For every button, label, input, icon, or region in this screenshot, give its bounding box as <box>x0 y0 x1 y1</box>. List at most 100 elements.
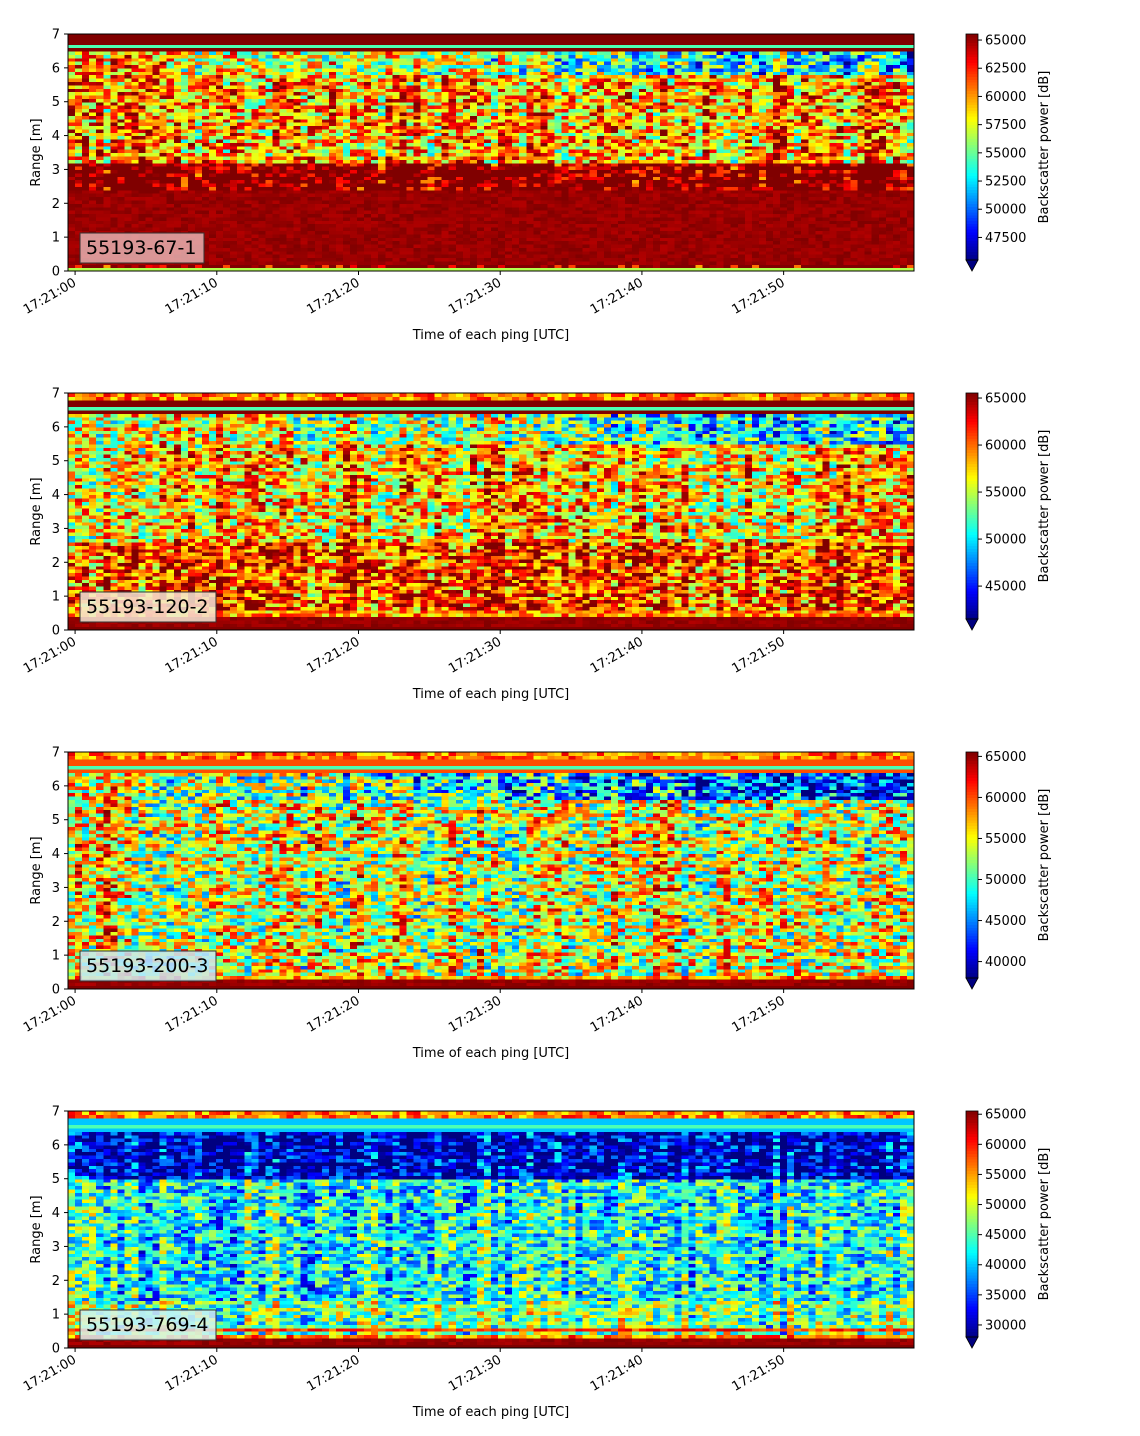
heatmap-cell <box>209 111 217 116</box>
heatmap-cell <box>307 122 316 127</box>
heatmap-cell <box>540 267 548 272</box>
heatmap-cell <box>293 50 302 55</box>
heatmap-cell <box>75 138 83 143</box>
heatmap-cell <box>96 132 104 137</box>
heatmap-cell <box>117 226 125 231</box>
heatmap-cell <box>223 98 231 103</box>
heatmap-cell <box>82 223 90 228</box>
heatmap-cell <box>96 206 104 211</box>
heatmap-cell <box>68 230 76 235</box>
heatmap-cell <box>498 233 506 238</box>
heatmap-cell <box>335 138 344 143</box>
heatmap-cell <box>498 149 506 154</box>
heatmap-cell <box>519 189 527 194</box>
heatmap-cell <box>441 172 450 177</box>
heatmap-cell <box>498 118 506 123</box>
heatmap-cell <box>427 91 436 96</box>
heatmap-cell <box>307 135 316 140</box>
heatmap-cell <box>526 34 534 38</box>
heatmap-cell <box>96 193 104 198</box>
heatmap-cell <box>223 237 231 242</box>
heatmap-cell <box>75 203 83 208</box>
heatmap-cell <box>392 220 400 225</box>
heatmap-cell <box>321 243 330 248</box>
heatmap-cell <box>300 162 309 167</box>
heatmap-cell <box>434 247 443 252</box>
heatmap-cell <box>420 54 429 59</box>
heatmap-cell <box>314 111 323 116</box>
heatmap-cell <box>427 111 436 116</box>
heatmap-cell <box>554 40 563 45</box>
heatmap-cell <box>209 122 217 127</box>
heatmap-cell <box>406 101 415 106</box>
heatmap-cell <box>342 88 351 93</box>
heatmap-cell <box>216 118 224 123</box>
heatmap-cell <box>420 203 429 208</box>
heatmap-cell <box>173 213 182 218</box>
heatmap-cell <box>279 196 288 201</box>
heatmap-cell <box>427 264 436 269</box>
heatmap-cell <box>455 172 464 177</box>
heatmap-cell <box>441 206 450 211</box>
heatmap-cell <box>152 162 161 167</box>
heatmap-cell <box>406 206 415 211</box>
heatmap-cell <box>406 64 415 69</box>
heatmap-cell <box>103 220 111 225</box>
heatmap-cell <box>519 138 527 143</box>
heatmap-cell <box>413 196 422 201</box>
heatmap-cell <box>512 257 520 262</box>
heatmap-cell <box>300 101 309 106</box>
heatmap-cell <box>173 199 182 204</box>
heatmap-cell <box>237 223 245 228</box>
heatmap-cell <box>526 189 534 194</box>
heatmap-cell <box>350 240 358 245</box>
heatmap-cell <box>561 91 570 96</box>
heatmap-cell <box>554 152 563 157</box>
heatmap-cell <box>265 74 274 79</box>
heatmap-cell <box>512 64 520 69</box>
heatmap-cell <box>187 145 196 150</box>
heatmap-cell <box>131 94 140 99</box>
heatmap-cell <box>378 159 386 164</box>
heatmap-cell <box>462 105 471 110</box>
heatmap-cell <box>173 230 182 235</box>
heatmap-cell <box>138 132 147 137</box>
heatmap-cell <box>392 138 400 143</box>
heatmap-cell <box>314 64 323 69</box>
heatmap-cell <box>357 243 365 248</box>
heatmap-cell <box>300 37 309 42</box>
heatmap-cell <box>237 226 245 231</box>
heatmap-cell <box>335 237 344 242</box>
heatmap-cell <box>117 220 125 225</box>
heatmap-cell <box>103 210 111 215</box>
heatmap-cell <box>152 226 161 231</box>
heatmap-cell <box>216 196 224 201</box>
heatmap-cell <box>272 50 281 55</box>
heatmap-cell <box>533 149 541 154</box>
heatmap-cell <box>526 61 534 66</box>
heatmap-cell <box>392 54 400 59</box>
heatmap-cell <box>201 267 210 272</box>
heatmap-cell <box>96 210 104 215</box>
heatmap-cell <box>68 84 76 89</box>
heatmap-cell <box>498 44 506 49</box>
heatmap-cell <box>455 115 464 120</box>
heatmap-cell <box>505 84 513 89</box>
heatmap-cell <box>251 47 259 52</box>
heatmap-cell <box>342 145 351 150</box>
heatmap-cell <box>68 101 76 106</box>
heatmap-cell <box>272 91 281 96</box>
heatmap-cell <box>335 240 344 245</box>
heatmap-cell <box>194 57 203 62</box>
heatmap-cell <box>328 159 337 164</box>
heatmap-cell <box>371 37 379 42</box>
heatmap-cell <box>209 206 217 211</box>
heatmap-cell <box>455 159 464 164</box>
heatmap-cell <box>350 243 358 248</box>
heatmap-cell <box>279 260 288 265</box>
heatmap-cell <box>117 54 125 59</box>
heatmap-cell <box>124 166 133 171</box>
heatmap-cell <box>540 142 548 147</box>
heatmap-cell <box>441 155 450 160</box>
heatmap-cell <box>300 145 309 150</box>
